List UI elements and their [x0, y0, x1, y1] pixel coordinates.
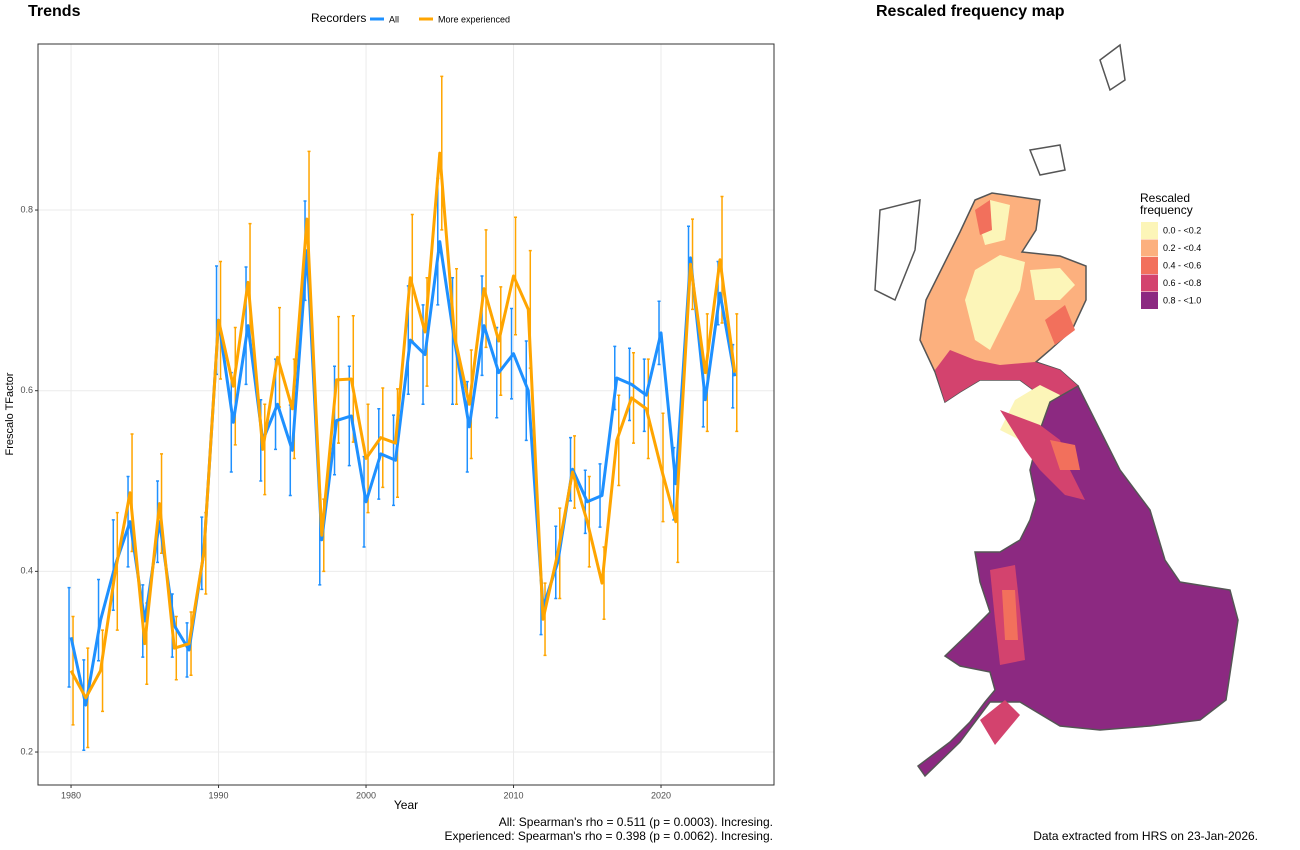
error-bar: [263, 403, 267, 496]
error-bar: [185, 622, 189, 678]
annotation: All: Spearman's rho = 0.511 (p = 0.0003)…: [499, 815, 773, 829]
east-low: [1030, 268, 1075, 300]
map-title: Rescaled frequency map: [876, 3, 1065, 20]
y-axis-label: Frescalo TFactor: [4, 372, 16, 455]
error-bar: [455, 267, 459, 405]
x-tick-label: 2010: [504, 790, 524, 800]
error-bar: [101, 629, 105, 713]
y-tick-label: 0.2: [20, 746, 33, 756]
error-bar: [657, 300, 661, 366]
legend-label: All: [389, 14, 399, 24]
error-bar: [67, 586, 71, 688]
error-bar: [333, 365, 337, 476]
error-bar: [219, 260, 223, 380]
y-tick-label: 0.6: [20, 385, 33, 395]
highland-low: [965, 255, 1025, 350]
footer: Data extracted from HRS on 23-Jan-2026.: [1033, 829, 1258, 843]
map-legend-label: 0.0 - <0.2: [1163, 225, 1201, 235]
error-bar: [735, 313, 739, 433]
annotation: Experienced: Spearman's rho = 0.398 (p =…: [445, 829, 774, 843]
error-bar: [126, 475, 130, 568]
series-line: [69, 240, 737, 707]
error-bar: [510, 307, 514, 400]
map-legend-swatch: [1141, 239, 1158, 257]
error-bar: [514, 216, 518, 336]
y-tick-label: 0.8: [20, 204, 33, 214]
error-bar: [233, 326, 237, 446]
x-tick-label: 2000: [356, 790, 376, 800]
map-legend-title: frequency: [1140, 203, 1193, 217]
error-bar: [97, 578, 101, 662]
map-legend-title: Rescaled: [1140, 191, 1190, 205]
error-bar: [646, 358, 650, 460]
orkney: [1028, 144, 1066, 176]
map: [874, 43, 1239, 778]
southwest-high: [980, 700, 1020, 745]
error-bar: [200, 516, 204, 591]
map-legend-label: 0.8 - <1.0: [1163, 295, 1201, 305]
error-bar: [543, 582, 547, 657]
wales-mid: [1002, 590, 1018, 640]
error-bar: [82, 659, 86, 751]
error-bar: [587, 475, 591, 568]
error-bar: [617, 394, 621, 487]
hebrides: [874, 199, 921, 302]
pennines-high: [1000, 410, 1085, 500]
map-legend-label: 0.2 - <0.4: [1163, 243, 1201, 253]
shetland: [1099, 43, 1126, 92]
x-tick-label: 2020: [651, 790, 671, 800]
error-bar: [440, 75, 444, 231]
map-legend-swatch: [1141, 257, 1158, 274]
series-line: [69, 151, 737, 700]
x-axis-label: Year: [394, 798, 418, 812]
east-mid: [1045, 305, 1075, 345]
map-legend-swatch: [1141, 222, 1158, 239]
chart-title: Trends: [28, 3, 81, 20]
error-bar: [499, 286, 503, 396]
error-bar: [111, 519, 115, 611]
map-legend-label: 0.4 - <0.6: [1163, 260, 1201, 270]
error-bar: [377, 408, 381, 500]
pennines-mid: [1050, 440, 1080, 470]
error-bar: [71, 615, 75, 726]
map-legend-swatch: [1141, 274, 1158, 292]
north-mid: [975, 200, 992, 235]
x-tick-label: 1980: [61, 790, 81, 800]
error-bar: [583, 469, 587, 535]
y-tick-label: 0.4: [20, 566, 33, 576]
legend-label: More experienced: [438, 14, 510, 24]
england-wales: [916, 384, 1239, 778]
error-bar: [115, 511, 119, 631]
map-legend-label: 0.6 - <0.8: [1163, 278, 1201, 288]
error-bar: [661, 412, 665, 523]
error-bar: [705, 313, 709, 433]
error-bar: [524, 340, 528, 442]
x-tick-label: 1990: [209, 790, 229, 800]
map-legend-swatch: [1141, 292, 1158, 309]
legend-title: Recorders: [311, 11, 366, 25]
plot-background: [38, 44, 774, 785]
plot-frame: [37, 43, 775, 786]
